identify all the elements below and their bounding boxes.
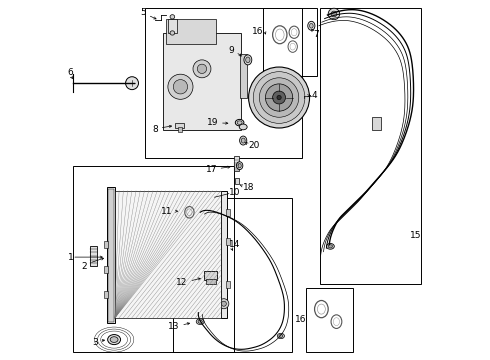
Text: 18: 18 (243, 183, 255, 192)
Bar (175, 123, 184, 128)
Circle shape (168, 74, 193, 99)
Bar (320, 8, 421, 284)
Text: 19: 19 (207, 118, 219, 127)
Ellipse shape (198, 320, 202, 323)
Text: 13: 13 (168, 322, 180, 331)
Ellipse shape (235, 120, 244, 126)
Bar (204, 271, 218, 280)
Bar (240, 54, 247, 98)
Bar (226, 210, 230, 216)
Text: 12: 12 (176, 278, 188, 287)
Bar (163, 33, 242, 130)
Ellipse shape (279, 334, 283, 338)
Text: 14: 14 (229, 240, 240, 249)
Circle shape (259, 78, 299, 117)
Bar (145, 8, 302, 158)
Ellipse shape (240, 136, 247, 145)
Ellipse shape (326, 243, 334, 249)
Bar (90, 246, 97, 266)
Bar (177, 127, 182, 132)
Ellipse shape (310, 23, 313, 28)
Text: 2: 2 (82, 262, 87, 271)
Text: 3: 3 (92, 338, 98, 347)
Text: 6: 6 (68, 68, 73, 77)
Circle shape (272, 91, 286, 104)
Text: 16: 16 (252, 27, 264, 36)
Circle shape (221, 301, 226, 306)
Bar (234, 156, 239, 171)
Bar (73, 166, 234, 352)
Ellipse shape (241, 138, 245, 143)
Text: 11: 11 (161, 207, 172, 216)
Ellipse shape (244, 55, 252, 65)
Bar (104, 291, 108, 298)
Bar (226, 281, 230, 288)
Circle shape (219, 299, 229, 309)
Ellipse shape (110, 337, 118, 342)
Text: 8: 8 (152, 125, 158, 134)
Text: 10: 10 (229, 188, 241, 197)
Text: 5: 5 (141, 8, 147, 17)
Text: 9: 9 (228, 46, 234, 55)
Bar (173, 198, 292, 352)
Bar (263, 8, 317, 76)
Circle shape (331, 11, 337, 17)
Text: 15: 15 (410, 231, 422, 240)
Bar (220, 191, 227, 318)
Circle shape (173, 80, 188, 94)
Bar (115, 191, 220, 318)
Ellipse shape (238, 163, 241, 168)
Ellipse shape (170, 15, 175, 19)
Circle shape (266, 84, 293, 111)
Ellipse shape (239, 124, 247, 130)
Text: 4: 4 (311, 91, 317, 100)
Bar (108, 189, 114, 321)
Ellipse shape (245, 57, 250, 63)
Circle shape (197, 64, 207, 73)
Ellipse shape (196, 319, 204, 324)
Bar (166, 19, 216, 44)
Bar (306, 288, 353, 352)
Circle shape (277, 95, 281, 100)
Ellipse shape (277, 333, 285, 339)
Ellipse shape (328, 245, 333, 248)
Ellipse shape (236, 162, 243, 170)
Text: 7: 7 (313, 30, 319, 39)
Circle shape (253, 72, 305, 123)
Circle shape (125, 77, 139, 90)
Text: 17: 17 (205, 165, 217, 174)
Ellipse shape (237, 121, 242, 125)
Ellipse shape (108, 334, 121, 345)
Circle shape (193, 60, 211, 78)
Text: 1: 1 (68, 253, 73, 262)
Ellipse shape (170, 31, 175, 35)
Bar (104, 266, 108, 273)
Ellipse shape (308, 21, 315, 30)
Circle shape (328, 8, 340, 20)
Bar (104, 241, 108, 248)
Bar (372, 117, 381, 130)
Bar (168, 19, 177, 33)
Bar (205, 279, 216, 284)
Text: 16: 16 (295, 315, 307, 324)
Bar (226, 238, 230, 244)
Circle shape (248, 67, 310, 128)
Bar (107, 187, 115, 323)
Text: 20: 20 (248, 141, 260, 150)
Bar (235, 178, 239, 184)
